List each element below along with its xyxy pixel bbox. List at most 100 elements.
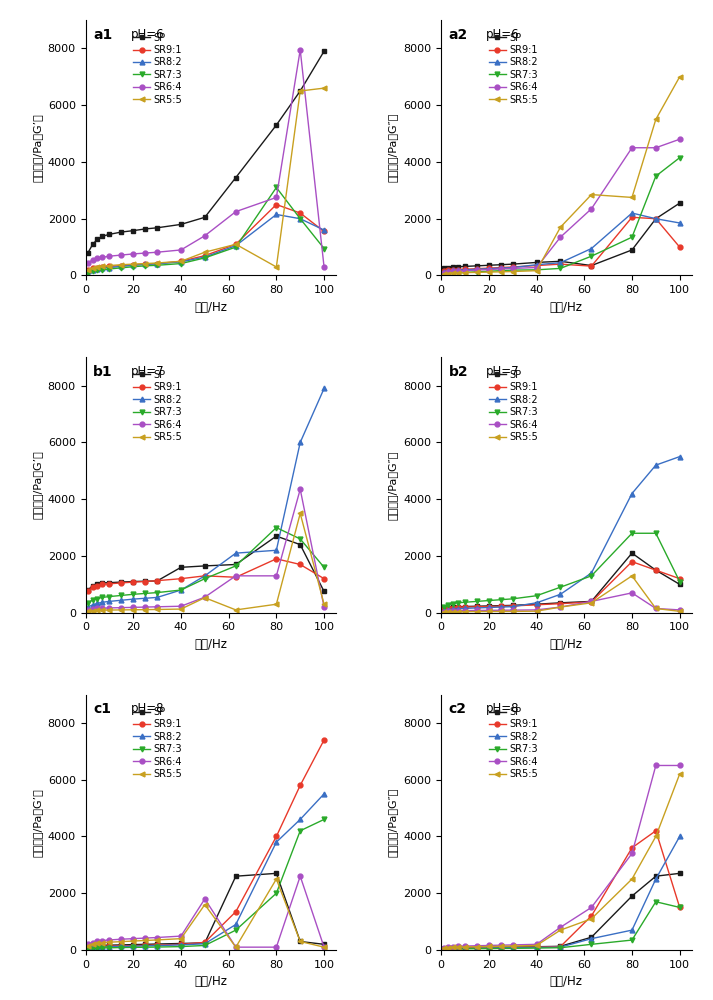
SR6:4 (153, 601, 161, 613)
SR6:4 (83, 257, 92, 269)
SR8:2 (177, 584, 185, 596)
SR7:3 (232, 241, 240, 253)
SR7:3 (296, 213, 304, 225)
X-axis label: 频率/Hz: 频率/Hz (194, 638, 227, 651)
SR8:2 (129, 593, 138, 605)
SR9:1 (98, 940, 106, 952)
SR8:2 (533, 259, 541, 271)
Text: pH=6: pH=6 (486, 28, 520, 41)
SR7:3 (320, 561, 329, 573)
SR5:5 (556, 924, 565, 936)
SR6:4 (439, 267, 448, 279)
SR6:4 (444, 266, 453, 278)
SP (98, 230, 106, 242)
SR7:3 (98, 264, 106, 276)
SR5:5 (232, 238, 240, 250)
Y-axis label: 粘性模量/Pa（G″）: 粘性模量/Pa（G″） (388, 450, 398, 520)
SR6:4 (98, 602, 106, 614)
SR8:2 (627, 488, 636, 500)
SR5:5 (320, 941, 329, 953)
SR9:1 (153, 939, 161, 951)
SR9:1 (320, 734, 329, 746)
SR7:3 (153, 587, 161, 599)
SR6:4 (496, 263, 505, 275)
SP (461, 260, 469, 272)
SP (83, 941, 92, 953)
Line: SR8:2: SR8:2 (441, 454, 682, 613)
SR6:4 (652, 602, 660, 614)
SR9:1 (444, 264, 453, 276)
SR9:1 (177, 938, 185, 950)
SR6:4 (200, 893, 209, 905)
SR8:2 (93, 941, 102, 953)
SP (320, 585, 329, 597)
SR8:2 (444, 265, 453, 277)
SP (485, 259, 493, 271)
SP (588, 595, 596, 607)
SP (141, 223, 150, 235)
SP (533, 598, 541, 610)
SR9:1 (88, 941, 97, 953)
SP (153, 938, 161, 950)
SR8:2 (675, 217, 684, 229)
Line: SR9:1: SR9:1 (86, 556, 327, 594)
SR7:3 (508, 942, 517, 954)
SR7:3 (496, 942, 505, 954)
SR5:5 (496, 266, 505, 278)
SR5:5 (533, 939, 541, 951)
SR6:4 (117, 249, 125, 261)
SR5:5 (117, 259, 125, 271)
SR7:3 (461, 943, 469, 955)
SR5:5 (232, 604, 240, 616)
SR8:2 (296, 436, 304, 448)
Text: c2: c2 (448, 702, 467, 716)
SR5:5 (272, 873, 281, 885)
SR7:3 (320, 243, 329, 255)
SR6:4 (627, 142, 636, 154)
SR7:3 (444, 268, 453, 280)
Line: SR8:2: SR8:2 (86, 791, 327, 951)
SR8:2 (177, 939, 185, 951)
SR6:4 (200, 230, 209, 242)
SR9:1 (453, 601, 462, 613)
SR5:5 (439, 606, 448, 618)
Legend: SP, SR9:1, SR8:2, SR7:3, SR6:4, SR5:5: SP, SR9:1, SR8:2, SR7:3, SR6:4, SR5:5 (133, 33, 182, 105)
SR8:2 (473, 942, 481, 954)
SP (453, 942, 462, 954)
SR5:5 (448, 606, 457, 618)
SR9:1 (83, 585, 92, 597)
SR8:2 (588, 243, 596, 255)
SR9:1 (533, 941, 541, 953)
SR7:3 (461, 266, 469, 278)
SR6:4 (129, 248, 138, 260)
Line: SR7:3: SR7:3 (86, 185, 327, 275)
SP (496, 941, 505, 953)
Line: SR7:3: SR7:3 (441, 899, 682, 952)
SR9:1 (141, 258, 150, 270)
SR9:1 (83, 942, 92, 954)
SR9:1 (129, 259, 138, 271)
Line: SR9:1: SR9:1 (86, 202, 327, 272)
SR9:1 (88, 581, 97, 593)
SP (296, 85, 304, 97)
SR9:1 (485, 601, 493, 613)
SP (153, 222, 161, 234)
X-axis label: 频率/Hz: 频率/Hz (550, 301, 583, 314)
SR9:1 (93, 580, 102, 592)
SP (141, 575, 150, 587)
SR7:3 (588, 938, 596, 950)
SR9:1 (675, 901, 684, 913)
SR7:3 (177, 258, 185, 270)
SR8:2 (83, 265, 92, 277)
SR6:4 (485, 604, 493, 616)
SP (93, 940, 102, 952)
SR8:2 (232, 240, 240, 252)
Line: SR7:3: SR7:3 (86, 525, 327, 605)
SR8:2 (485, 942, 493, 954)
SR7:3 (461, 596, 469, 608)
Line: SP: SP (441, 551, 682, 611)
SR7:3 (98, 591, 106, 603)
SR8:2 (83, 601, 92, 613)
SR9:1 (627, 211, 636, 223)
SR7:3 (105, 263, 113, 275)
